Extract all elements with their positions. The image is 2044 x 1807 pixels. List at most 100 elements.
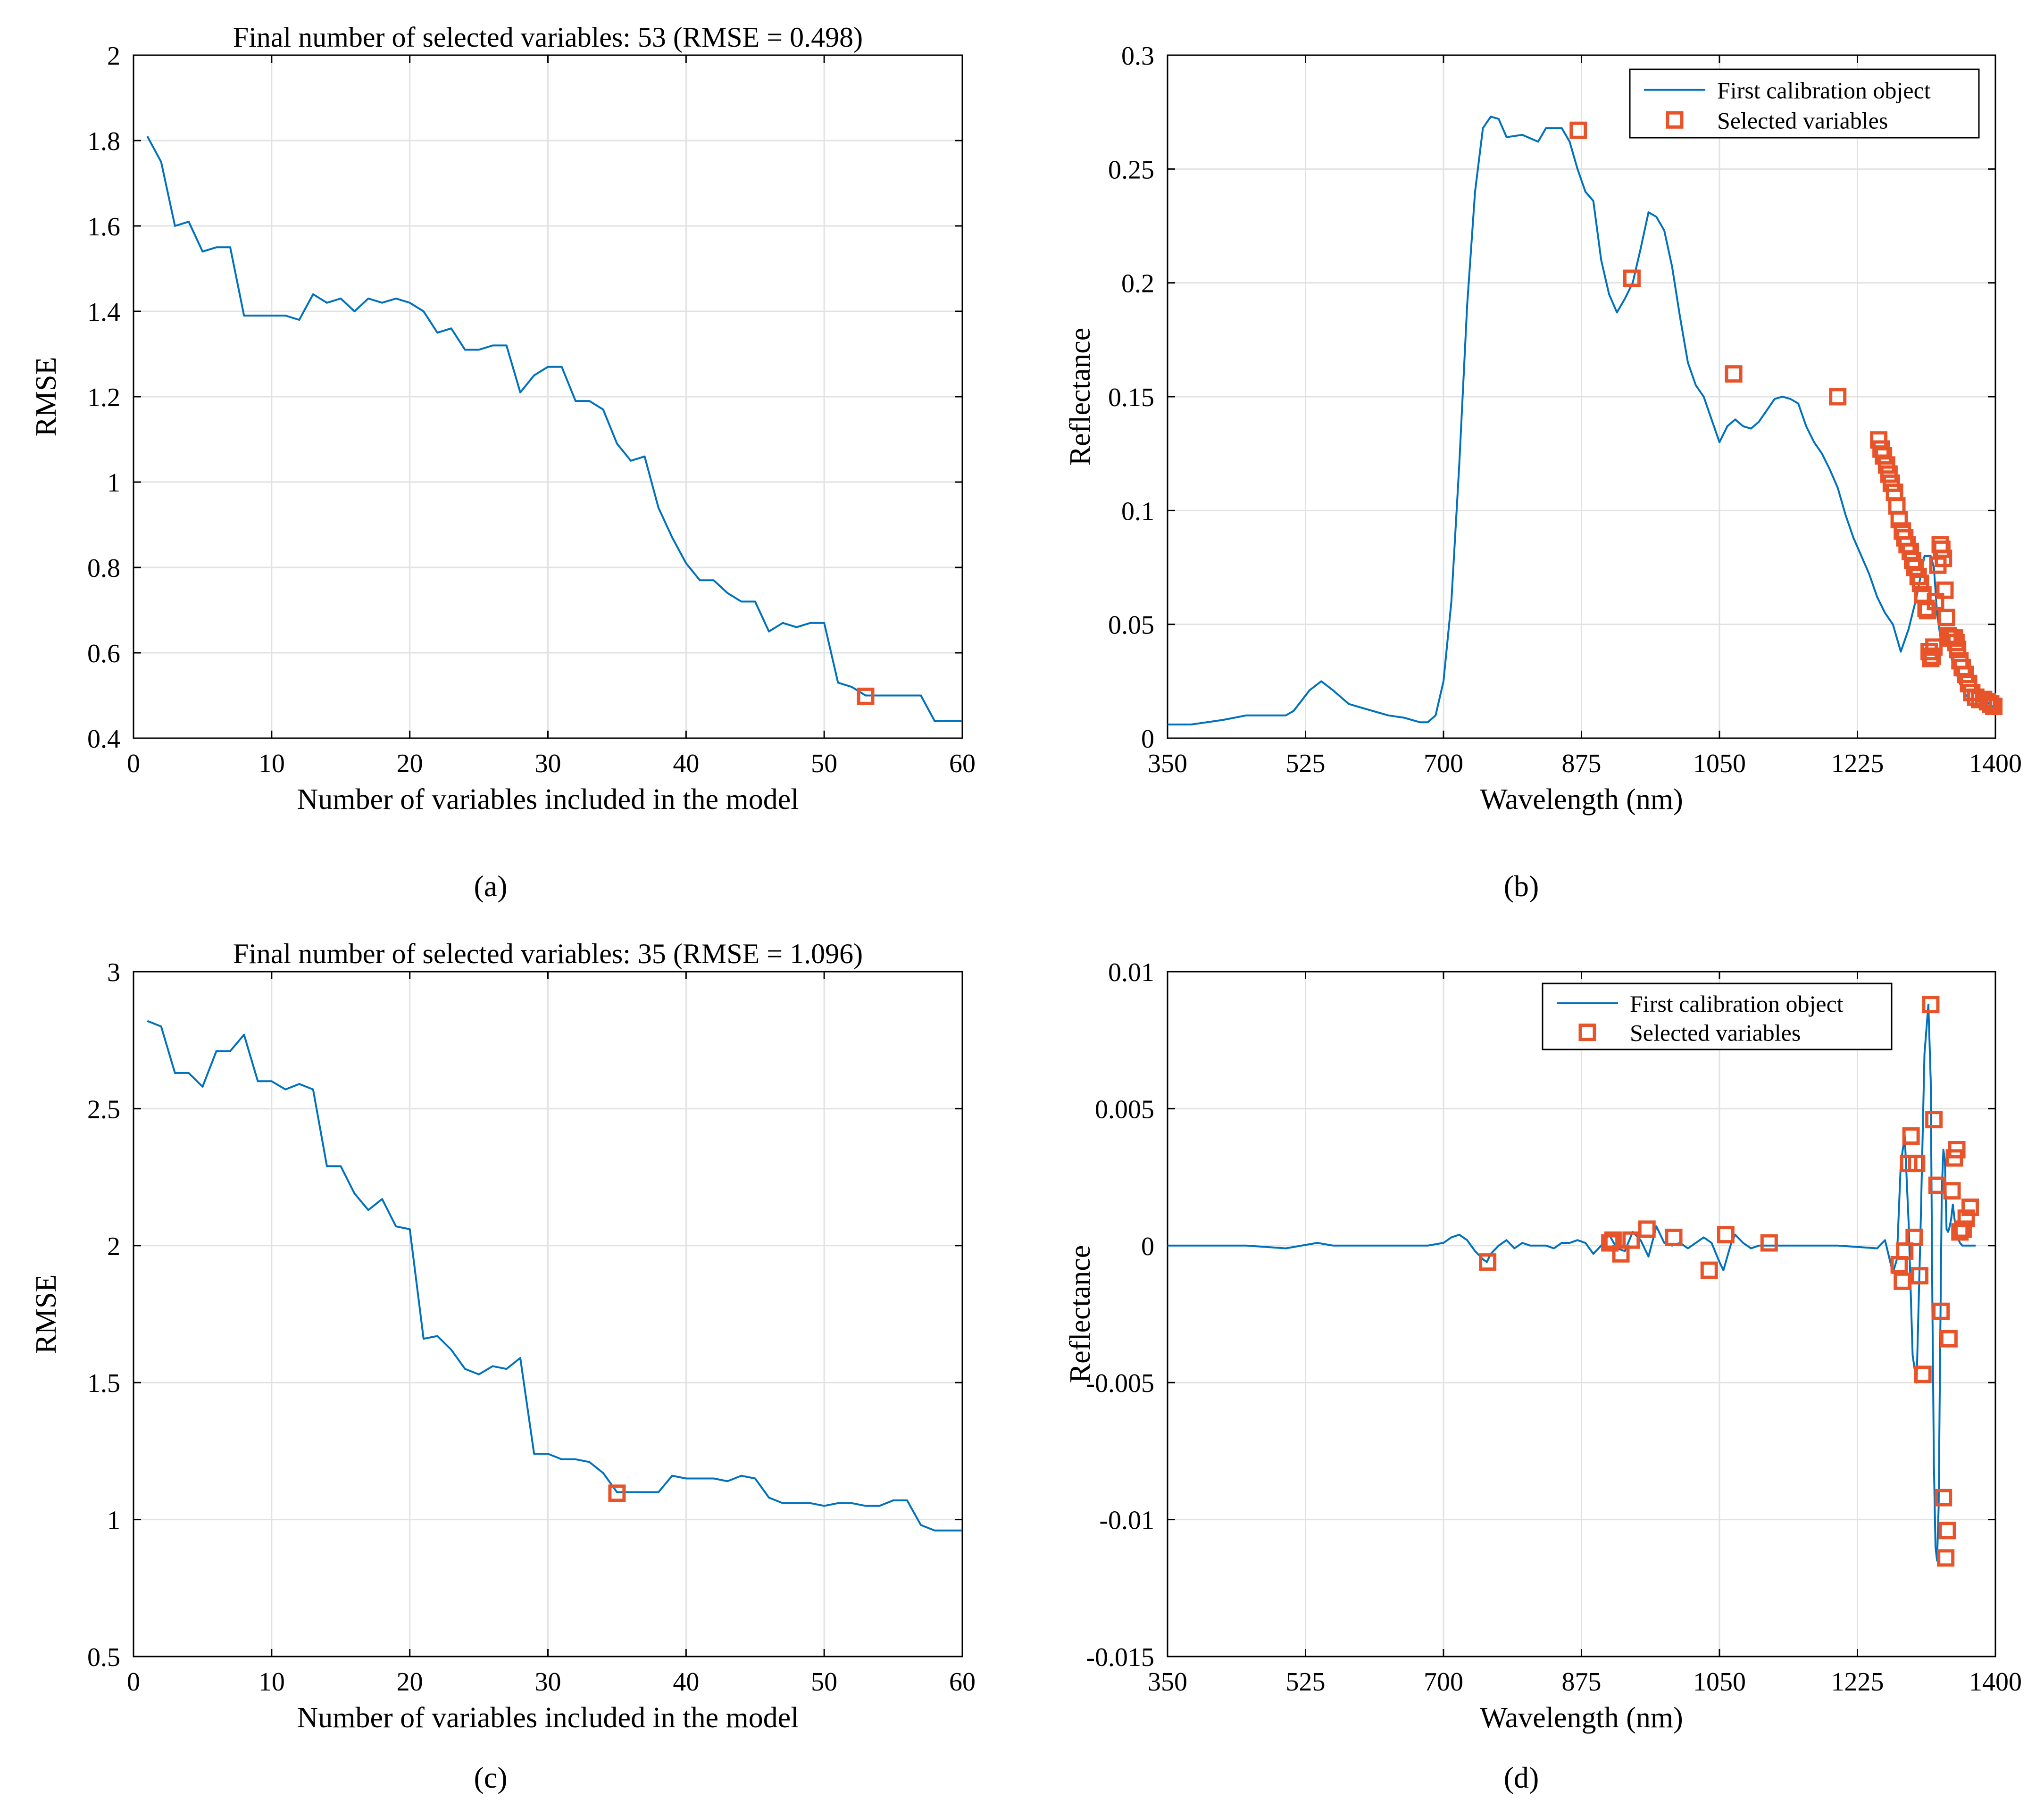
x-tick-label: 50 xyxy=(811,1667,837,1697)
y-tick-label: 0.3 xyxy=(1121,42,1154,71)
axes-box xyxy=(133,54,963,739)
legend-box xyxy=(1542,983,1893,1050)
selected-variable-marker xyxy=(1725,365,1743,383)
legend-marker-swatch xyxy=(1578,1024,1596,1041)
series-line xyxy=(146,135,962,722)
x-tick-label: 875 xyxy=(1562,749,1602,778)
selected-variable-marker xyxy=(1956,666,1974,683)
x-tick-label: 40 xyxy=(673,749,699,778)
selected-variable-marker xyxy=(1829,388,1847,406)
chart-title: Final number of selected variables: 35 (… xyxy=(233,938,863,969)
y-tick-label: 0 xyxy=(1141,724,1154,754)
y-tick-label: 0 xyxy=(1141,1232,1154,1261)
panel-label-d: (d) xyxy=(1504,1761,1539,1794)
selected-variable-marker xyxy=(1880,465,1898,483)
selected-variable-marker xyxy=(1479,1253,1497,1271)
selected-variable-marker xyxy=(1700,1261,1718,1279)
x-tick-label: 525 xyxy=(1286,1667,1326,1697)
axes-box xyxy=(1167,971,1996,1657)
selected-variable-marker xyxy=(1905,1228,1923,1246)
legend-entry: Selected variables xyxy=(1630,1020,1801,1046)
selected-variable-marker xyxy=(1935,1489,1952,1507)
selected-variable-marker xyxy=(1925,638,1943,656)
y-tick-label: 0.01 xyxy=(1108,958,1154,987)
x-tick-label: 10 xyxy=(259,1667,285,1697)
y-tick-label: 0.15 xyxy=(1108,383,1154,412)
selected-variable-marker xyxy=(1911,575,1929,592)
legend-box xyxy=(1629,68,1980,139)
y-tick-label: -0.005 xyxy=(1086,1369,1154,1398)
panel-c: 0 10 20 30 40 50 60 0.5 1 1.5 2 2.5 3 Final number of… xyxy=(30,938,976,1734)
y-tick-label: 0.5 xyxy=(87,1643,120,1672)
selected-variable-marker xyxy=(608,1484,626,1502)
selected-variable-marker xyxy=(1911,1267,1929,1285)
x-tick-label: 10 xyxy=(259,749,285,778)
selected-variable-marker xyxy=(1985,697,2003,715)
legend: First calibration object Selected variabl… xyxy=(1629,68,1980,139)
y-tick-label: 1 xyxy=(107,1506,120,1535)
x-tick-label: 50 xyxy=(811,749,837,778)
selected-variable-marker xyxy=(1937,1549,1955,1567)
y-tick-label: 0.4 xyxy=(87,724,120,754)
selected-variable-marker xyxy=(1623,269,1641,287)
x-tick-label: 875 xyxy=(1562,1667,1602,1697)
selected-variable-marker xyxy=(1949,641,1967,658)
y-tick-label: 2.5 xyxy=(87,1095,120,1124)
x-axis-label: Number of variables included in the mode… xyxy=(297,1702,799,1734)
selected-variable-marker xyxy=(1925,1111,1943,1129)
selected-variable-marker xyxy=(1622,1231,1640,1249)
series-line xyxy=(147,1020,962,1532)
selected-variable-marker xyxy=(1933,540,1951,558)
selected-variable-marker xyxy=(1914,1366,1932,1383)
y-tick-label: 1 xyxy=(107,468,120,498)
y-tick-label: 0.1 xyxy=(1121,497,1154,526)
x-tick-label: 40 xyxy=(673,1667,699,1697)
selected-variable-marker xyxy=(1954,1220,1972,1238)
selected-variable-marker xyxy=(1935,550,1952,567)
x-axis-label: Wavelength (nm) xyxy=(1480,1702,1683,1734)
selected-variable-marker xyxy=(1908,1155,1926,1173)
y-axis-label: Reflectance xyxy=(1064,1245,1096,1383)
selected-variable-marker xyxy=(1936,581,1954,599)
x-tick-label: 20 xyxy=(397,1667,423,1697)
selected-variable-marker xyxy=(1948,1141,1966,1159)
legend-marker-swatch xyxy=(1666,111,1684,129)
y-axis-label: Reflectance xyxy=(1064,328,1096,466)
x-axis-label: Number of variables included in the mode… xyxy=(297,783,799,816)
selected-variable-marker xyxy=(1717,1226,1735,1244)
selected-variable-marker xyxy=(1665,1228,1683,1246)
y-tick-label: 1.6 xyxy=(87,212,120,241)
selected-variable-marker xyxy=(1612,1245,1630,1263)
panel-label-a: (a) xyxy=(474,869,507,903)
y-axis-label: RMSE xyxy=(30,357,62,437)
x-tick-label: 1050 xyxy=(1693,1667,1746,1697)
series-line xyxy=(1168,116,1994,725)
x-tick-label: 700 xyxy=(1424,749,1463,778)
chart-title: Final number of selected variables: 53 (… xyxy=(233,22,863,53)
panel-a: 0 10 20 30 40 50 60 0.4 0.6 0.8 1 1.2 1.4 1.6 1.8 2 Fina… xyxy=(30,22,976,816)
y-tick-label: 1.4 xyxy=(87,298,120,327)
panel-d: 350 525 700 875 1050 1225 1400 -0.015 -0.01 -0.00… xyxy=(1064,958,2022,1734)
axes-box xyxy=(1167,54,1996,739)
x-axis-label: Wavelength (nm) xyxy=(1480,783,1683,816)
selected-variable-marker xyxy=(1877,456,1895,474)
selected-variable-marker xyxy=(1870,431,1888,449)
selected-variable-marker xyxy=(1902,1127,1920,1145)
legend-entry: First calibration object xyxy=(1717,77,1931,104)
x-tick-label: 1225 xyxy=(1831,1667,1884,1697)
selected-variable-marker xyxy=(1982,695,2000,713)
selected-variable-marker xyxy=(1957,1209,1975,1227)
y-tick-label: 1.5 xyxy=(87,1369,120,1398)
legend-entry: First calibration object xyxy=(1630,991,1844,1017)
panel-label-c: (c) xyxy=(474,1761,507,1794)
selected-variable-marker xyxy=(1906,558,1924,576)
x-tick-label: 1225 xyxy=(1831,749,1884,778)
y-tick-label: 2 xyxy=(107,1232,120,1261)
x-tick-label: 1050 xyxy=(1693,749,1746,778)
x-tick-label: 350 xyxy=(1148,1667,1187,1697)
selected-variable-marker xyxy=(1943,1182,1961,1200)
selected-variable-marker xyxy=(1940,1330,1958,1348)
y-tick-label: -0.01 xyxy=(1099,1506,1154,1535)
y-tick-label: 3 xyxy=(107,958,120,987)
